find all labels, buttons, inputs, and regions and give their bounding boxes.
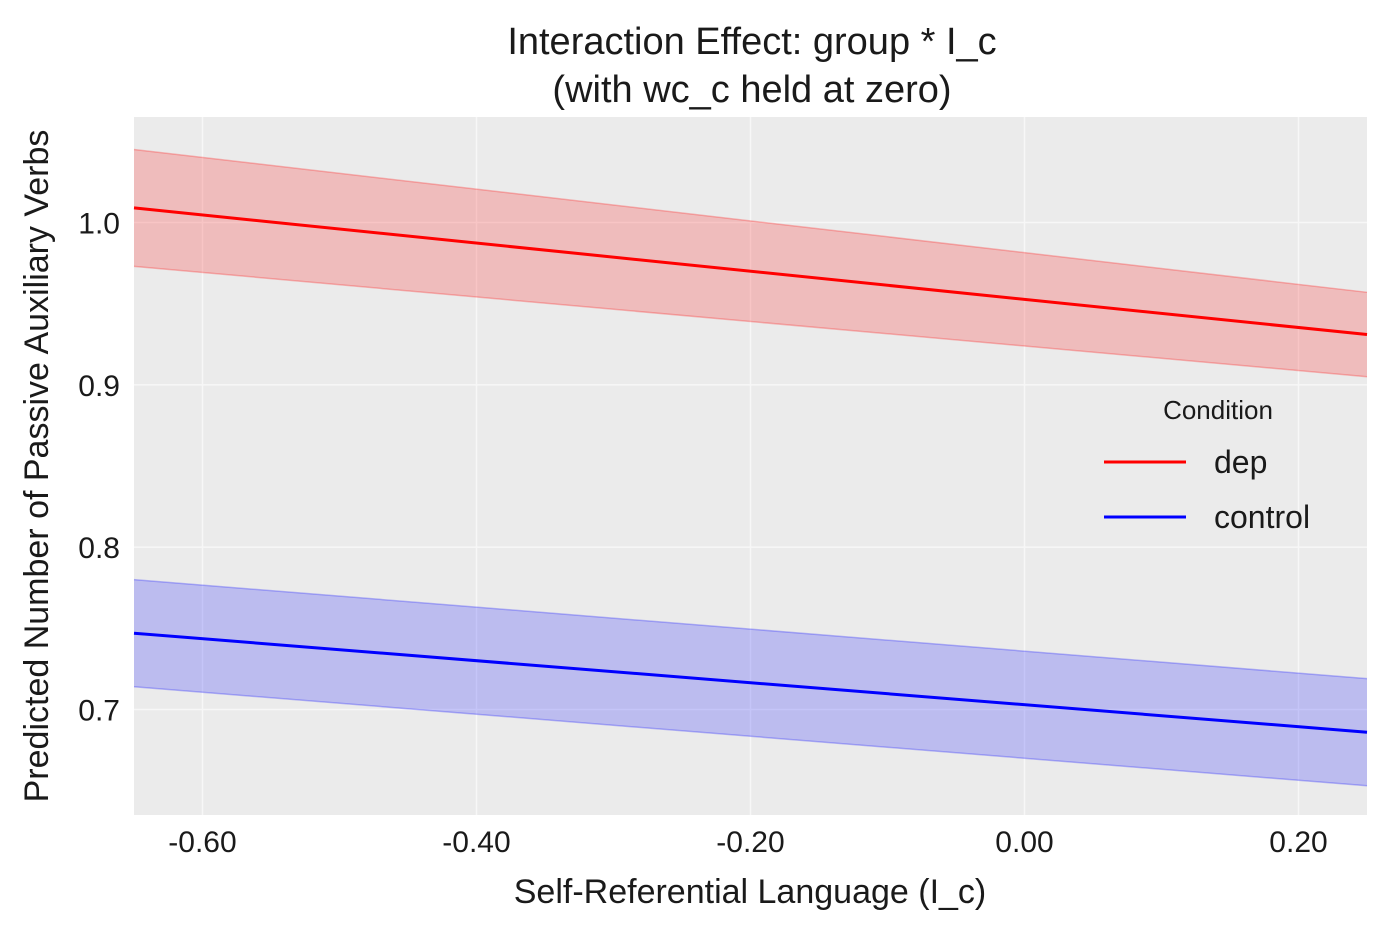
legend: Condition dep control [1104,395,1310,535]
dep-confidence-band [134,149,1367,377]
legend-label-dep: dep [1214,444,1267,480]
y-tick-label: 0.7 [78,694,120,727]
x-tick-label: 0.20 [1269,826,1327,859]
legend-title: Condition [1163,395,1273,425]
x-tick-label: -0.20 [716,826,784,859]
x-tick-label: -0.40 [442,826,510,859]
dep-series-line [133,206,1368,337]
dep-band-lower-edge [133,265,1368,378]
series-lines [133,206,1368,734]
grid [134,117,1367,815]
y-tick-label: 1.0 [78,208,120,241]
chart-title: Interaction Effect: group * I_c [507,21,996,63]
y-tick-label: 0.9 [78,370,120,403]
control-series-line [133,631,1368,734]
x-tick-label: 0.00 [995,826,1053,859]
y-axis-label: Predicted Number of Passive Auxiliary Ve… [18,130,56,803]
legend-label-control: control [1214,499,1310,535]
dep-band-upper-edge [133,148,1368,294]
y-tick-label: 0.8 [78,532,120,565]
x-tick-label: -0.60 [168,826,236,859]
x-axis-ticks: -0.60 -0.40 -0.20 0.00 0.20 [168,826,1327,859]
x-axis-label: Self-Referential Language (I_c) [514,873,987,911]
y-axis-ticks: 0.7 0.8 0.9 1.0 [78,208,120,728]
chart-subtitle: (with wc_c held at zero) [552,69,951,111]
control-band-lower-edge [133,686,1368,787]
control-band-upper-edge [133,578,1368,680]
